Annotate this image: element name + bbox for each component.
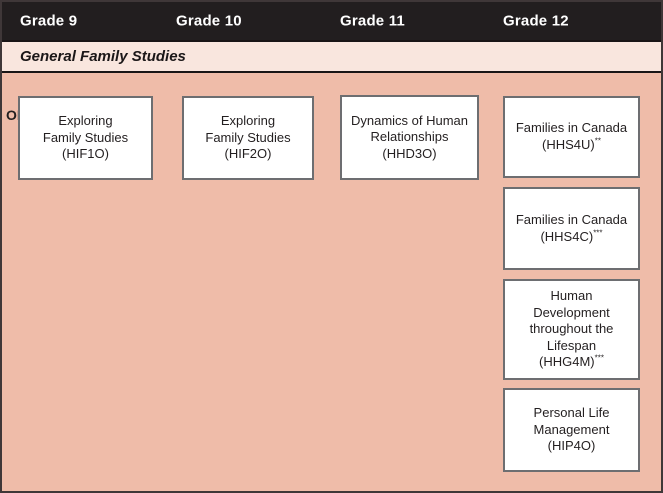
category-label: General Family Studies: [20, 48, 186, 65]
grade-10-header: Grade 10: [176, 12, 242, 30]
course-line: Exploring: [58, 113, 113, 129]
course-code-line: (HIP4O): [547, 438, 596, 454]
course-box-hif2o: Exploring Family Studies (HIF2O): [182, 96, 314, 180]
course-footnote-marker: ***: [594, 354, 604, 364]
course-line: Families in Canada: [515, 211, 628, 227]
course-box-hif1o: Exploring Family Studies (HIF1O): [18, 96, 153, 180]
course-code-line: (HHD3O): [382, 145, 437, 161]
grade-11-header: Grade 11: [340, 12, 405, 30]
diagram-canvas: Exploring Family Studies (HIF1O) OR Expl…: [2, 73, 661, 491]
course-box-hip4o: Personal Life Management (HIP4O): [503, 388, 640, 472]
course-line: Relationships: [370, 129, 449, 145]
course-line: Families in Canada: [515, 120, 628, 136]
course-line: Personal Life: [533, 405, 610, 421]
course-line: Human: [550, 287, 593, 303]
course-line: Development: [533, 304, 610, 320]
course-box-hhg4m: Human Development throughout the Lifespa…: [503, 279, 640, 380]
course-code-line: (HIF2O): [224, 146, 272, 162]
course-code-line: (HHS4C)***: [540, 228, 603, 244]
course-code-line: (HIF1O): [62, 146, 109, 162]
grade-9-header: Grade 9: [20, 12, 78, 30]
course-footnote-marker: **: [594, 136, 601, 146]
course-code-line: (HHG4M)***: [539, 354, 604, 370]
course-box-hhs4u: Families in Canada (HHS4U)**: [503, 96, 640, 178]
course-line: Exploring: [220, 113, 276, 129]
category-band: General Family Studies: [2, 40, 661, 73]
course-line: Dynamics of Human: [350, 112, 469, 128]
grade-12-header: Grade 12: [503, 12, 569, 30]
course-line: Family Studies: [205, 129, 291, 145]
course-footnote-marker: ***: [593, 228, 603, 238]
course-line: throughout the: [529, 321, 614, 337]
course-line: Family Studies: [42, 129, 129, 145]
course-line: Management: [533, 421, 610, 437]
grade-header-band: Grade 9 Grade 10 Grade 11 Grade 12: [2, 2, 661, 40]
course-code-line: (HHS4U)**: [542, 136, 601, 152]
course-box-hhs4c: Families in Canada (HHS4C)***: [503, 187, 640, 270]
course-box-hhd3o: Dynamics of Human Relationships (HHD3O): [340, 95, 479, 180]
course-line: Lifespan: [546, 337, 597, 353]
